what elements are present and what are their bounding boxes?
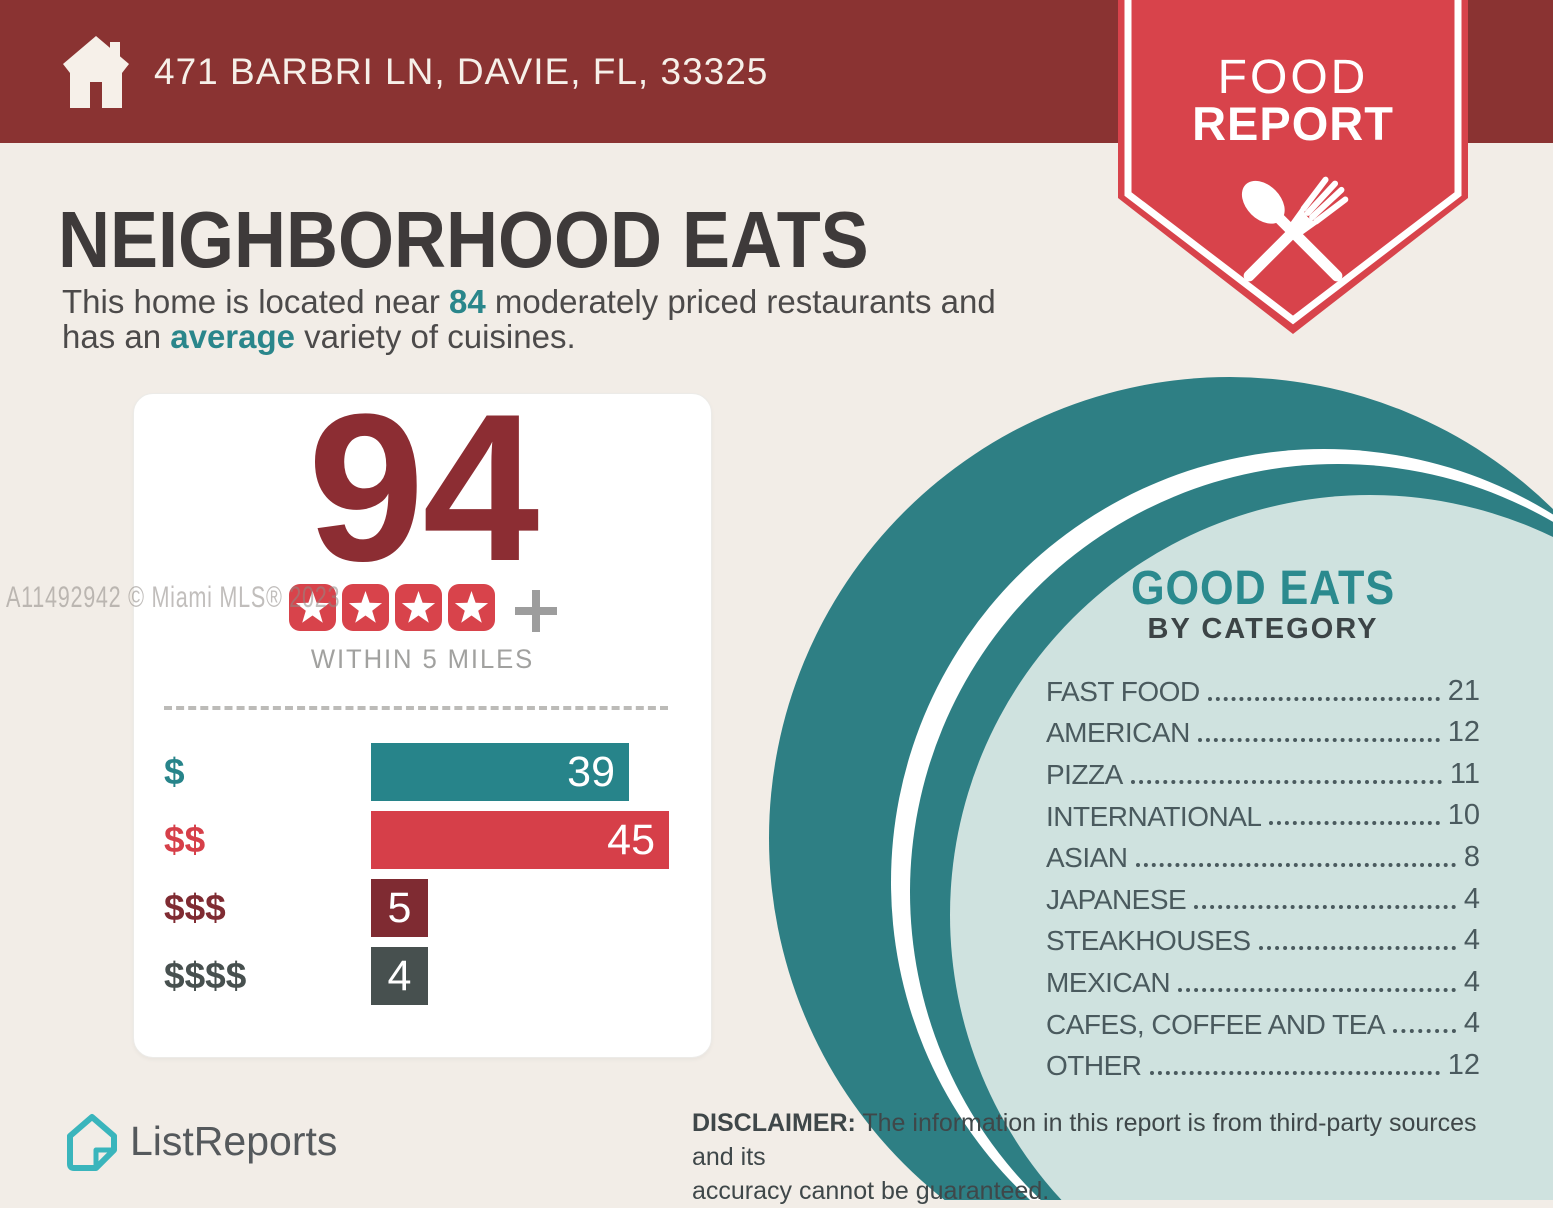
category-row: PIZZA 11 (1046, 749, 1480, 791)
price-tier-row: $$$$ 4 (134, 947, 711, 1005)
category-row: ASIAN 8 (1046, 832, 1480, 874)
star-icon (394, 583, 442, 631)
category-count: 8 (1463, 841, 1480, 874)
badge-line2: REPORT (1192, 97, 1394, 150)
category-label: AMERICAN (1046, 717, 1190, 749)
price-tier-bar: 45 (371, 811, 669, 869)
food-report-badge: FOOD REPORT (1118, 0, 1468, 334)
category-label: OTHER (1046, 1050, 1142, 1082)
intro-seg1: This home is located near (62, 283, 450, 320)
property-address: 471 BARBRI LN, DAVIE, FL, 33325 (154, 51, 769, 92)
price-tier-label: $$ (164, 819, 206, 860)
restaurant-score: 94 (307, 370, 540, 605)
dashed-divider (164, 706, 668, 710)
price-tier-value: 45 (607, 815, 655, 864)
restaurant-count: 84 (449, 283, 486, 320)
category-row: FAST FOOD 21 (1046, 666, 1480, 708)
category-count: 4 (1463, 924, 1480, 957)
star-icon (341, 583, 389, 631)
price-tier-row: $39 (134, 743, 711, 801)
mint-fill-circle (950, 495, 1553, 1200)
star-icon (288, 583, 336, 631)
category-row: INTERNATIONAL 10 (1046, 791, 1480, 833)
price-tier-value: 4 (387, 951, 412, 1000)
disclaimer-label: DISCLAIMER: (692, 1109, 856, 1137)
disclaimer-line2: accuracy cannot be guaranteed. (692, 1177, 1050, 1205)
dot-leader (1393, 1029, 1456, 1034)
price-tier-label: $$$ (164, 887, 226, 928)
category-label: INTERNATIONAL (1046, 800, 1262, 832)
dot-leader (1135, 862, 1456, 867)
dot-leader (1197, 738, 1440, 743)
category-count: 11 (1449, 757, 1480, 790)
category-row: CAFES, COFFEE AND TEA 4 (1046, 999, 1480, 1041)
disclaimer-line1: The information in this report is from t… (692, 1109, 1477, 1171)
dot-leader (1149, 1070, 1440, 1075)
good-eats-title: GOOD EATS (1130, 562, 1396, 615)
dot-leader (1258, 946, 1456, 951)
mls-watermark: A11492942 © Miami MLS® 2023 (6, 581, 341, 614)
radius-label: WITHIN 5 MILES (310, 644, 535, 674)
listreports-logo-icon (67, 1114, 117, 1171)
category-label: JAPANESE (1046, 883, 1187, 915)
category-row: OTHER 12 (1046, 1040, 1480, 1082)
crossed-spoon-fork-icon (1241, 176, 1349, 282)
category-count: 12 (1447, 1049, 1480, 1082)
badge-line1: FOOD (1218, 51, 1369, 104)
good-eats-subtitle: BY CATEGORY (1147, 613, 1379, 645)
star-badges (288, 583, 495, 631)
category-label: CAFES, COFFEE AND TEA (1046, 1008, 1386, 1040)
category-row: STEAKHOUSES 4 (1046, 916, 1480, 958)
category-row: JAPANESE 4 (1046, 874, 1480, 916)
dot-leader (1194, 904, 1456, 909)
star-rating (134, 582, 711, 632)
home-icon (63, 36, 129, 108)
category-count: 12 (1447, 716, 1480, 749)
price-tier-row: $$ 45 (134, 811, 711, 869)
category-count: 4 (1463, 1007, 1480, 1040)
listreports-logo-text: ListReports (130, 1118, 338, 1164)
category-count: 4 (1463, 965, 1480, 998)
intro-seg2: moderately priced restaurants and (485, 283, 996, 320)
star-icon (447, 583, 495, 631)
category-count: 21 (1447, 674, 1480, 707)
category-label: FAST FOOD (1046, 675, 1200, 707)
page-title: NEIGHBORHOOD EATS (58, 195, 869, 284)
category-row: MEXICAN 4 (1046, 957, 1480, 999)
intro-text: This home is located near 84 moderately … (62, 284, 1102, 354)
dot-leader (1207, 696, 1440, 701)
price-tier-bar: 39 (371, 743, 629, 801)
price-tier-label: $ (164, 751, 185, 792)
price-tier-value: 5 (387, 883, 412, 932)
intro-seg4: variety of cuisines. (295, 318, 576, 355)
price-tier-bar-chart: $39 $$ 45 $$$ 5 $$$$ 4 (134, 743, 711, 1015)
price-tier-bar: 4 (371, 947, 428, 1005)
price-tier-bar: 5 (371, 879, 428, 937)
badge-inner-border (1124, 0, 1462, 325)
dot-leader (1269, 821, 1440, 826)
plus-icon (514, 590, 557, 632)
category-row: AMERICAN 12 (1046, 708, 1480, 750)
category-label: ASIAN (1046, 842, 1128, 874)
dot-leader (1130, 779, 1442, 784)
price-tier-label: $$$$ (164, 955, 247, 996)
price-tier-row: $$$ 5 (134, 879, 711, 937)
dot-leader (1178, 987, 1456, 992)
intro-seg3: has an (62, 318, 171, 355)
price-tier-value: 39 (567, 747, 615, 796)
category-label: MEXICAN (1046, 966, 1171, 998)
disclaimer: DISCLAIMER: The information in this repo… (692, 1106, 1502, 1208)
restaurant-score-card: 94 WITHIN 5 MILES $39 $$ 45 $$$ 5 $$$$ 4 (133, 370, 712, 1058)
category-label: PIZZA (1046, 758, 1123, 790)
category-count: 4 (1463, 882, 1480, 915)
category-label: STEAKHOUSES (1046, 925, 1251, 957)
category-count: 10 (1447, 799, 1480, 832)
category-list: FAST FOOD 21 AMERICAN 12 PIZZA 11 INTERNATIONA… (1046, 666, 1480, 1082)
variety-highlight: average (170, 318, 296, 355)
